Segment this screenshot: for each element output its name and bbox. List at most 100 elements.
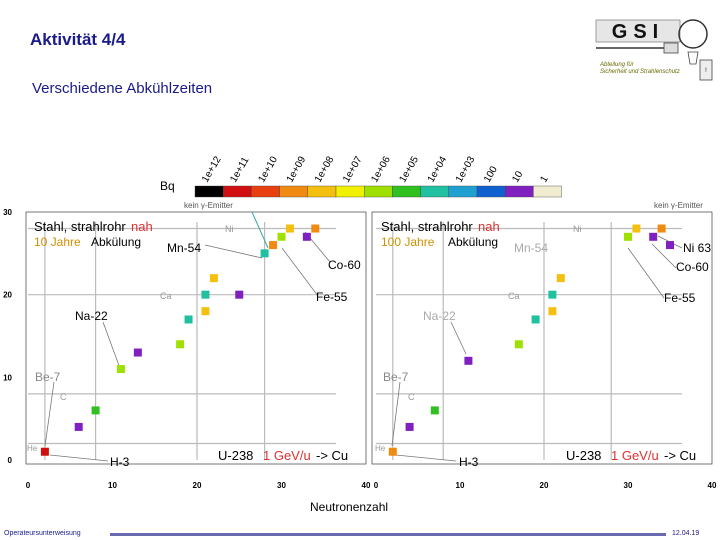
label-mn54: Mn-54 bbox=[514, 241, 548, 255]
label-ni: Ni bbox=[573, 224, 582, 234]
logo-caption-line1: Abteilung für bbox=[600, 62, 634, 68]
nuclide-point bbox=[133, 348, 142, 357]
leader-line bbox=[450, 321, 467, 355]
legend-label: 1e+03 bbox=[454, 154, 478, 184]
label-na22: Na-22 bbox=[423, 309, 456, 323]
axis-ticks: 0 10 20 30 40 bbox=[374, 481, 717, 490]
leader-line bbox=[395, 454, 457, 462]
nuclide-point bbox=[209, 274, 218, 283]
legend-label: 1e+05 bbox=[397, 154, 421, 184]
ref-lines bbox=[28, 211, 336, 462]
reaction-target: -> Cu bbox=[664, 448, 696, 463]
nuclide-point bbox=[649, 232, 658, 241]
cooling-time: 100 Jahre bbox=[381, 235, 435, 249]
x-tick-label: 0 bbox=[26, 481, 31, 490]
leader-line bbox=[49, 454, 109, 462]
label-he: He bbox=[375, 444, 386, 453]
reaction-target: -> Cu bbox=[316, 448, 348, 463]
label-h3: H-3 bbox=[110, 455, 130, 469]
label-he: He bbox=[27, 444, 38, 453]
legend-label: 10 bbox=[510, 169, 525, 185]
nuclide-point bbox=[464, 356, 473, 365]
nuclide-point bbox=[405, 422, 414, 431]
plot-frame bbox=[371, 211, 713, 465]
footer-divider bbox=[110, 533, 666, 536]
label-co60: Co-60 bbox=[676, 260, 709, 274]
chart-canvas: Bq 1e+12 1e+11 1e+10 1e+09 1e+08 1e+07 1e+06 1e… bbox=[3, 154, 717, 490]
label-ni63: Ni 63 bbox=[683, 241, 711, 255]
y-tick-label: 0 bbox=[8, 456, 13, 465]
slide-header: Aktivität 4/4 Verschiedene Abkühlzeiten … bbox=[0, 0, 720, 118]
nuclide-point bbox=[201, 307, 210, 316]
legend-swatch bbox=[307, 185, 337, 198]
slide-subtitle: Verschiedene Abkühlzeiten bbox=[32, 80, 213, 97]
leader-line bbox=[391, 381, 401, 447]
nuclide-point bbox=[269, 241, 278, 250]
svg-text:!: ! bbox=[705, 68, 707, 74]
x-tick-label: 40 bbox=[362, 481, 371, 490]
label-ni: Ni bbox=[225, 224, 234, 234]
legend-swatch bbox=[279, 185, 309, 198]
legend-label: 1e+08 bbox=[313, 154, 337, 184]
label-co60: Co-60 bbox=[328, 258, 361, 272]
chart-area: Bq 1e+12 1e+11 1e+10 1e+09 1e+08 1e+07 1e+06 1e… bbox=[0, 118, 720, 528]
x-tick-label: 20 bbox=[193, 481, 202, 490]
nuclide-point bbox=[302, 232, 311, 241]
chart-panel-100-years: 0 10 20 30 40 kein γ-Emitter Stahl, strahlro… bbox=[371, 201, 717, 490]
legend-swatch bbox=[364, 185, 393, 198]
leader-line bbox=[204, 244, 263, 259]
nuclide-point bbox=[285, 224, 294, 233]
legend-label: 1 bbox=[538, 174, 551, 185]
reaction-projectile: U-238 bbox=[566, 448, 601, 463]
nuclide-point bbox=[666, 241, 674, 250]
nuclide-point bbox=[40, 447, 49, 456]
leader-line bbox=[281, 247, 319, 297]
legend-swatch bbox=[533, 185, 562, 198]
x-tick-label: 20 bbox=[540, 481, 549, 490]
nuclide-point bbox=[201, 290, 210, 299]
cooling-time: 10 Jahre bbox=[34, 235, 81, 249]
x-tick-label: 30 bbox=[624, 481, 633, 490]
nuclide-point bbox=[624, 232, 632, 241]
panel-title-b: nah bbox=[478, 219, 500, 234]
legend-label: 1e+12 bbox=[200, 154, 224, 184]
gsi-logo: GSI ! bbox=[588, 8, 716, 84]
data-points bbox=[388, 224, 674, 456]
logo-caption-line2: Sicherheit und Strahlenschutz bbox=[600, 69, 680, 75]
x-tick-label: 40 bbox=[708, 481, 717, 490]
panel-title-a: Stahl, strahlrohr bbox=[381, 219, 473, 234]
label-fe55: Fe-55 bbox=[316, 290, 348, 304]
x-tick-label: 30 bbox=[277, 481, 286, 490]
legend-label: 1e+04 bbox=[426, 154, 450, 184]
legend-label: 1e+06 bbox=[369, 154, 393, 184]
legend-swatches bbox=[194, 185, 562, 198]
legend-swatch bbox=[476, 185, 506, 198]
label-fe55: Fe-55 bbox=[664, 291, 696, 305]
nuclide-point bbox=[176, 340, 185, 349]
legend-label: 1e+10 bbox=[256, 154, 280, 184]
nuclide-point bbox=[657, 224, 666, 233]
nuclide-point bbox=[388, 447, 397, 456]
gamma-pointer bbox=[251, 211, 269, 249]
x-tick-label: 0 bbox=[374, 481, 379, 490]
label-be7: Be-7 bbox=[35, 370, 61, 384]
nuclide-point bbox=[311, 224, 320, 233]
legend-swatch bbox=[222, 185, 252, 198]
legend-swatch bbox=[335, 185, 365, 198]
x-axis-label: Neutronenzahl bbox=[310, 500, 389, 514]
nuclide-point bbox=[514, 340, 523, 349]
legend-labels: 1e+12 1e+11 1e+10 1e+09 1e+08 1e+07 1e+06 1e+05… bbox=[200, 154, 551, 184]
nuclide-point bbox=[74, 422, 83, 431]
legend-swatch bbox=[392, 185, 421, 198]
label-mn54: Mn-54 bbox=[167, 241, 201, 255]
label-na22: Na-22 bbox=[75, 309, 108, 323]
nuclide-point bbox=[184, 315, 193, 324]
legend-label: 1e+09 bbox=[285, 154, 309, 184]
logo-text: GSI bbox=[612, 21, 664, 43]
legend-swatch bbox=[251, 185, 280, 198]
nuclide-point bbox=[116, 365, 125, 374]
slide-title: Aktivität 4/4 bbox=[30, 30, 126, 49]
chart-panel-10-years: 0 10 20 30 40 0 10 20 30 kein γ-Emitter Stahl, s… bbox=[3, 201, 371, 490]
leader-line bbox=[651, 243, 677, 269]
legend-swatch bbox=[194, 185, 224, 198]
